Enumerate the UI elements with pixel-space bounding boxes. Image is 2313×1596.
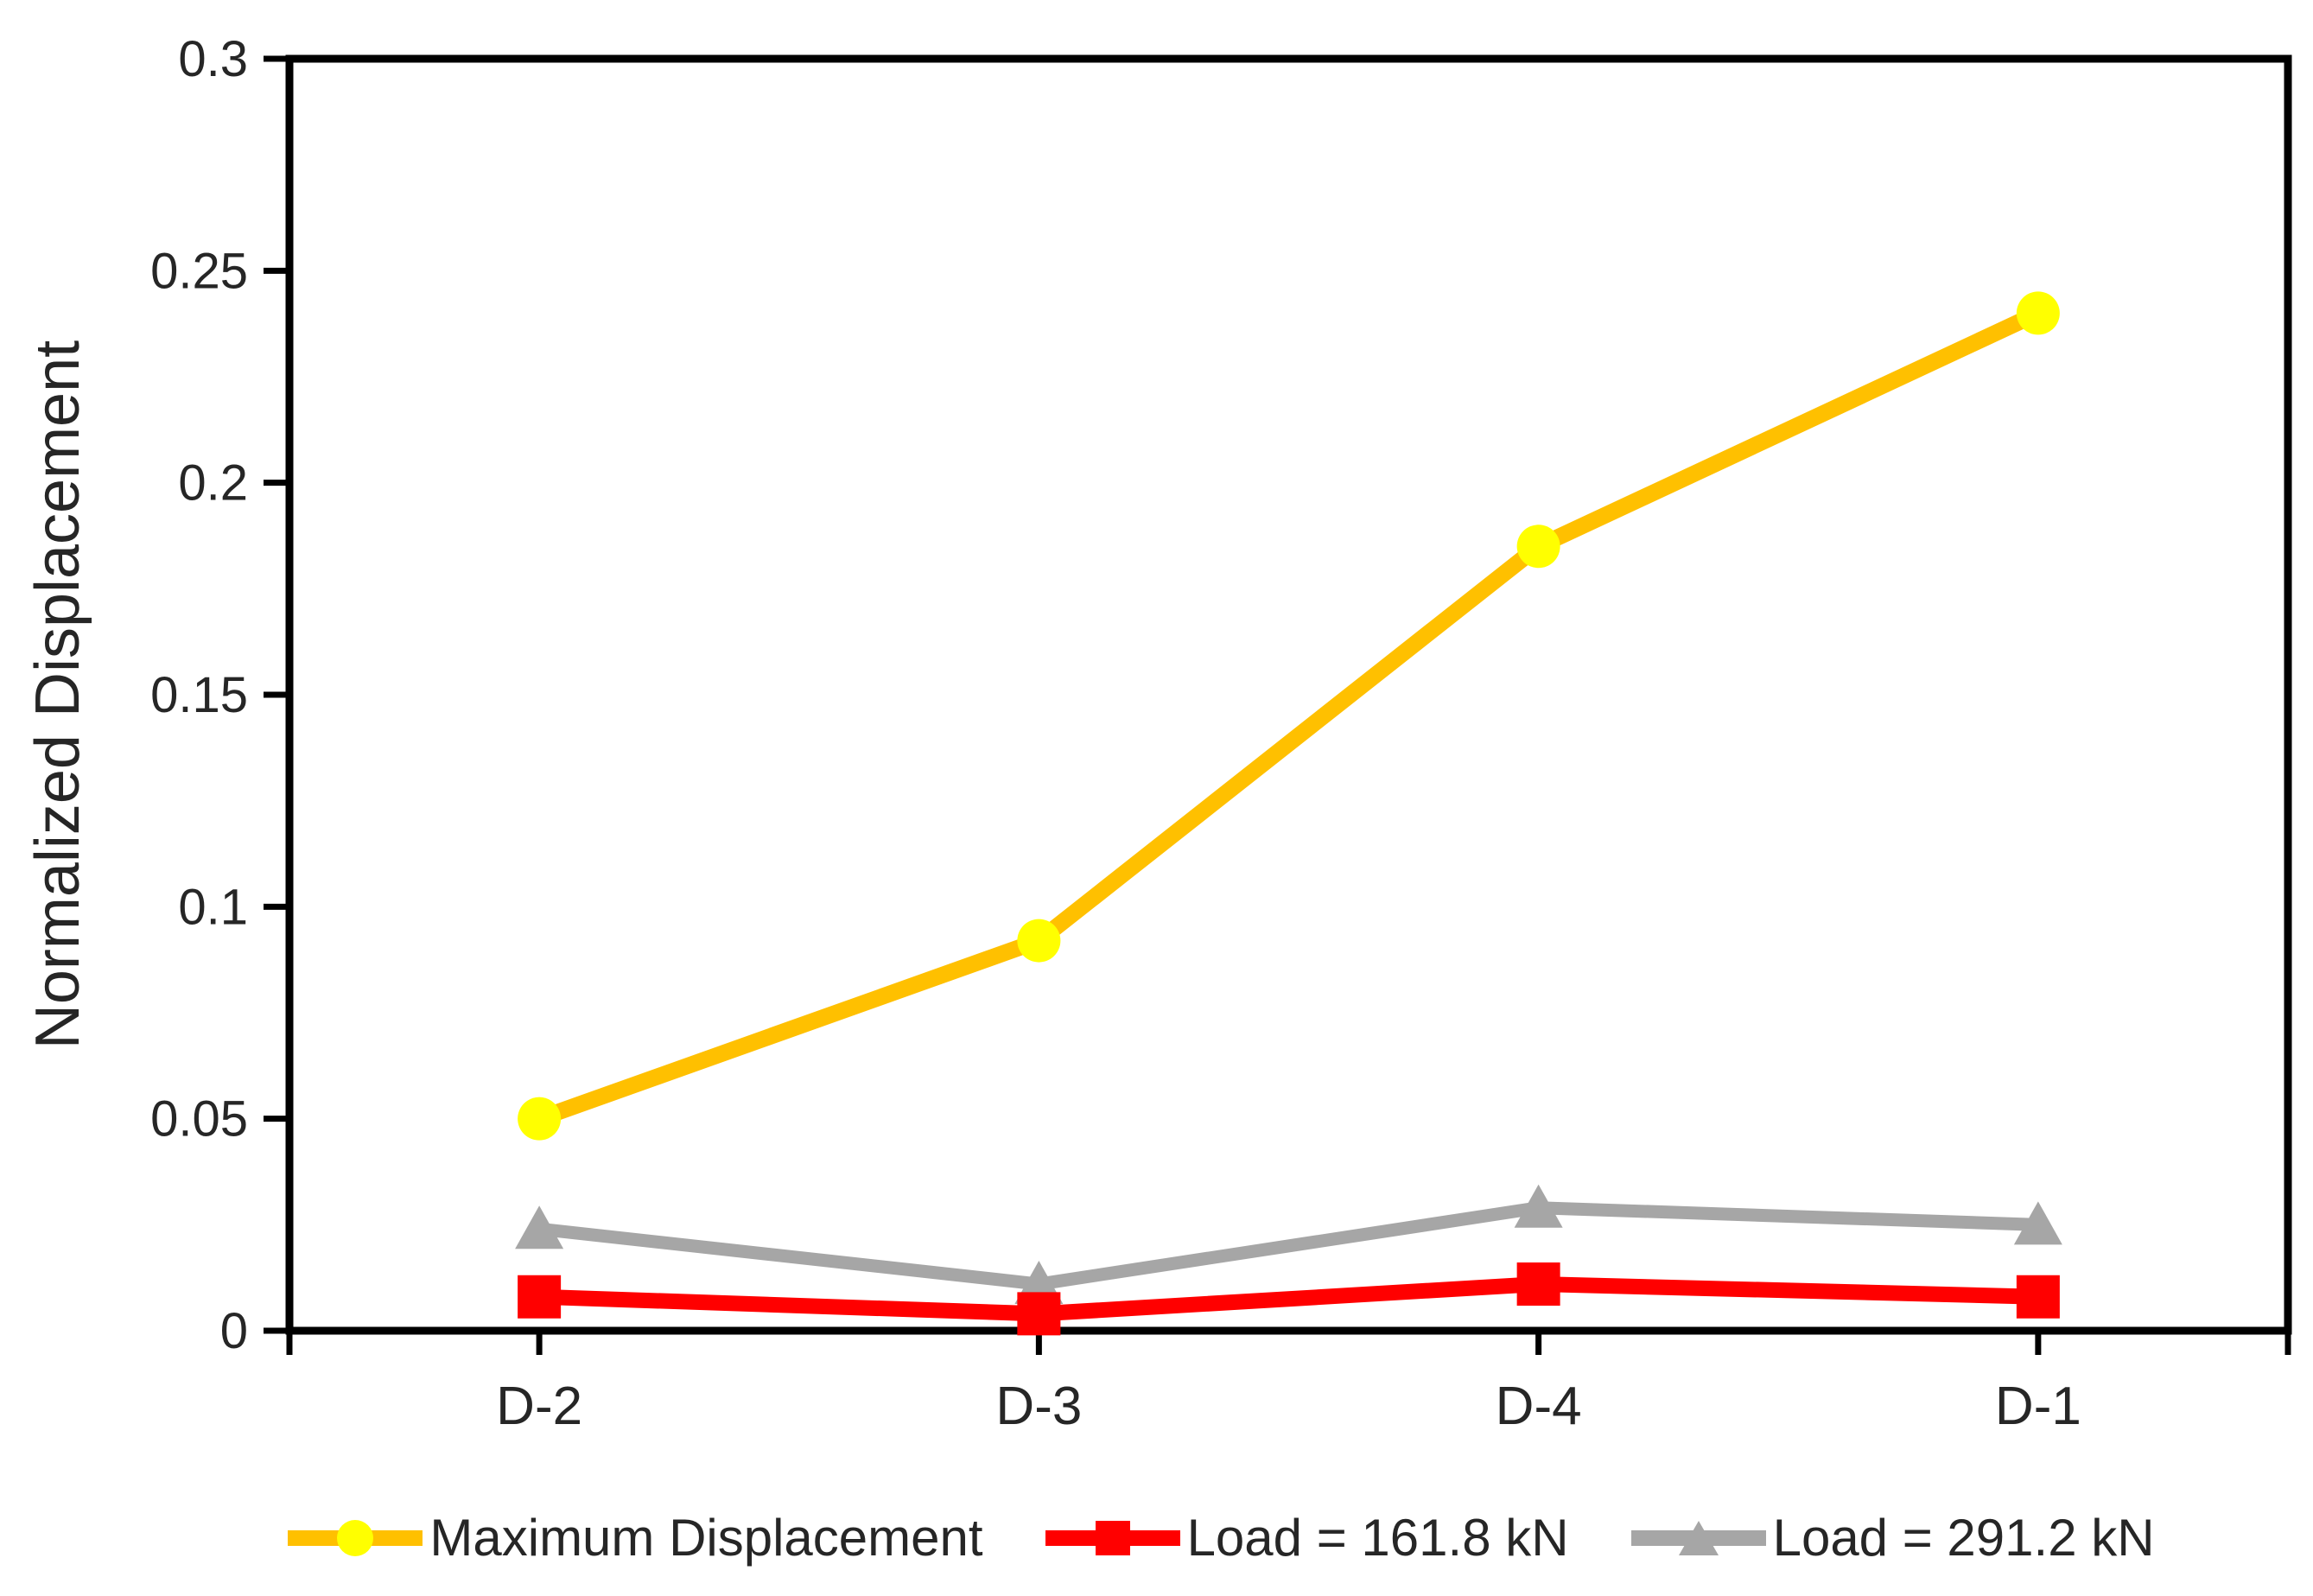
x-tick-label: D-1	[1995, 1377, 2081, 1436]
data-point-marker	[518, 1097, 562, 1141]
legend-label: Load = 291.2 kN	[1772, 1509, 2155, 1567]
data-point-marker	[1017, 1292, 1061, 1336]
x-tick-label: D-3	[995, 1377, 1082, 1436]
triangle-marker-icon	[1678, 1521, 1719, 1555]
data-point-marker	[515, 1205, 564, 1249]
data-point-marker	[2016, 291, 2060, 335]
y-tick-label: 0.2	[178, 455, 248, 512]
circle-marker-icon	[337, 1520, 374, 1556]
data-point-marker	[2013, 1201, 2062, 1245]
series-layer	[515, 291, 2062, 1336]
legend: Maximum Displacement Load = 161.8 kN Loa…	[0, 1500, 2313, 1576]
legend-label: Load = 161.8 kN	[1186, 1509, 1569, 1567]
legend-marker-square-icon	[1045, 1512, 1180, 1564]
legend-item-maximum-displacement: Maximum Displacement	[288, 1509, 983, 1567]
data-point-marker	[1017, 919, 1061, 963]
y-tick-label: 0.25	[150, 243, 248, 299]
x-tick-label: D-4	[1496, 1377, 1582, 1436]
legend-marker-circle-icon	[288, 1512, 423, 1564]
series-line-1	[531, 1276, 2046, 1322]
y-tick-label: 0.1	[178, 879, 248, 935]
data-point-marker	[2016, 1275, 2060, 1319]
plot-frame	[285, 54, 2292, 1335]
y-axis-title: Normalized Displacement	[23, 340, 92, 1049]
legend-label: Maximum Displacement	[429, 1509, 983, 1567]
y-tick-label: 0.3	[178, 31, 248, 87]
y-tick-label: 0.05	[150, 1091, 248, 1148]
y-tick-label: 0	[220, 1303, 248, 1359]
legend-item-load-161-8-kn: Load = 161.8 kN	[1045, 1512, 1569, 1564]
data-point-marker	[1516, 525, 1560, 569]
data-point-marker	[1514, 1184, 1563, 1228]
y-tick-label: 0.15	[150, 667, 248, 723]
axes-layer: Normalized Displacement 0 0.05 0.1 0.15 0.2 0…	[23, 31, 2292, 1436]
series-line-2	[532, 1201, 2045, 1291]
legend-marker-triangle-icon	[1630, 1512, 1766, 1564]
series-line-0	[531, 304, 2047, 1128]
x-tick-label: D-2	[496, 1377, 582, 1436]
data-point-marker	[1516, 1262, 1560, 1307]
legend-item-load-291-2-kn: Load = 291.2 kN	[1630, 1509, 2155, 1567]
square-marker-icon	[1095, 1521, 1130, 1555]
data-point-marker	[518, 1275, 562, 1319]
